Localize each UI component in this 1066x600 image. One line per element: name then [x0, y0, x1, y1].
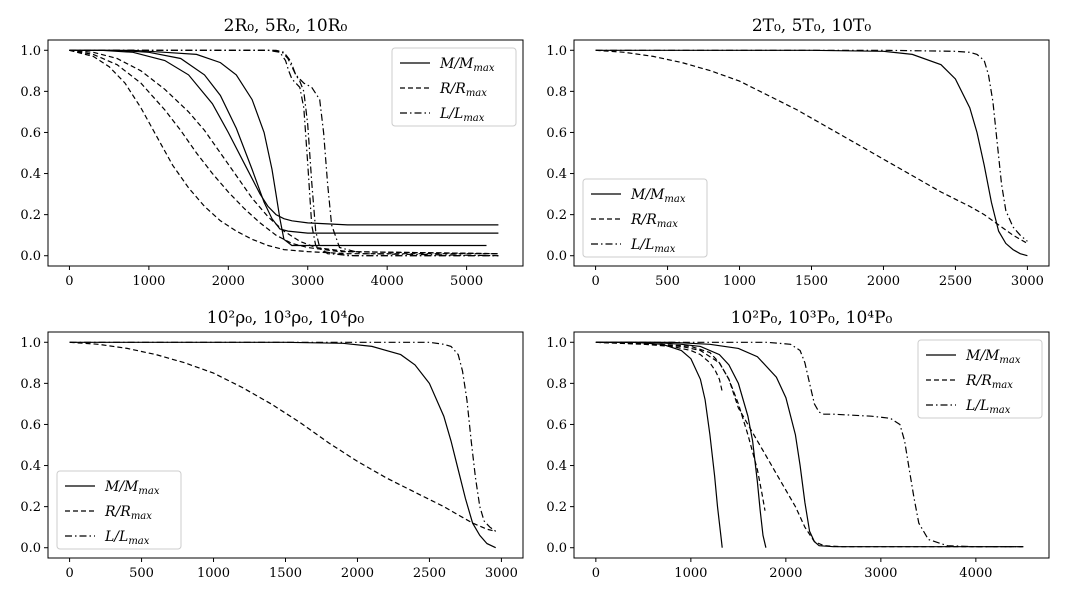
chart-title: 10²ρ₀, 10³ρ₀, 10⁴ρ₀ — [207, 308, 365, 328]
x-tick-label: 1500 — [269, 566, 302, 581]
series-line-dashed — [69, 49, 499, 255]
x-tick-label: 1000 — [723, 274, 756, 289]
y-tick-label: 0.4 — [20, 459, 41, 474]
x-tick-label: 500 — [129, 566, 154, 581]
series-line-dashed — [595, 341, 1024, 548]
y-tick-label: 0.2 — [20, 208, 41, 223]
series-line-dashed — [595, 341, 723, 392]
y-tick-label: 0.2 — [546, 500, 567, 515]
x-tick-label: 0 — [65, 274, 73, 289]
series-line-dashdot — [69, 49, 499, 257]
chart-4: 10²P₀, 10³P₀, 10⁴P₀ 0 1000 2000 3000 4000 0.0 0… — [546, 308, 1050, 581]
series-line-dashed — [595, 341, 766, 511]
y-tick-label: 0.8 — [546, 85, 567, 100]
y-tick-label: 0.4 — [20, 167, 41, 182]
x-tick-label: 500 — [655, 274, 680, 289]
legend-box — [391, 47, 517, 127]
series-line-dashed — [595, 49, 1028, 244]
y-tick-label: 0.8 — [20, 85, 41, 100]
legend-box — [56, 470, 182, 550]
chart-title: 10²P₀, 10³P₀, 10⁴P₀ — [731, 308, 893, 328]
x-tick-label: 3000 — [291, 274, 324, 289]
x-tick-label: 4000 — [371, 274, 404, 289]
x-tick-label: 2000 — [769, 566, 802, 581]
x-tick-label: 1500 — [795, 274, 828, 289]
y-tick-label: 0.0 — [20, 249, 41, 264]
chart-1: 2R₀, 5R₀, 10R₀ 0 1000 2000 3000 4000 5000 0.0 0.… — [20, 16, 524, 289]
chart-title: 2T₀, 5T₀, 10T₀ — [752, 16, 872, 36]
x-tick-label: 0 — [65, 566, 73, 581]
x-tick-label: 4000 — [959, 566, 992, 581]
y-tick-label: 0.0 — [546, 541, 567, 556]
series-line-dashdot — [69, 341, 497, 532]
y-tick-label: 0.6 — [546, 126, 567, 141]
y-tick-label: 0.4 — [546, 459, 567, 474]
series-line-dashdot — [595, 341, 1024, 548]
series-line-solid — [69, 49, 499, 226]
y-tick-label: 1.0 — [20, 44, 41, 59]
x-tick-label: 2500 — [413, 566, 446, 581]
y-tick-label: 0.6 — [20, 126, 41, 141]
y-tick-label: 0.2 — [20, 500, 41, 515]
x-tick-label: 1000 — [132, 274, 165, 289]
axes-frame — [47, 39, 524, 267]
series-line-dashdot — [595, 49, 1028, 242]
series-line-dashdot — [69, 49, 499, 257]
series-line-solid — [69, 49, 487, 247]
series-line-solid — [595, 341, 723, 548]
y-tick-label: 1.0 — [546, 44, 567, 59]
x-tick-label: 5000 — [450, 274, 483, 289]
y-tick-label: 0.6 — [546, 418, 567, 433]
y-tick-label: 0.8 — [546, 377, 567, 392]
x-tick-label: 3000 — [485, 566, 518, 581]
y-tick-label: 0.8 — [20, 377, 41, 392]
x-tick-label: 0 — [592, 566, 600, 581]
x-tick-label: 2000 — [212, 274, 245, 289]
y-tick-label: 0.6 — [20, 418, 41, 433]
x-tick-label: 3000 — [864, 566, 897, 581]
series-line-dashed — [69, 49, 499, 255]
series-line-solid — [69, 49, 499, 234]
x-tick-label: 0 — [591, 274, 599, 289]
x-tick-label: 2000 — [341, 566, 374, 581]
chart-2: 2T₀, 5T₀, 10T₀ 0 500 1000 1500 2000 2500 3000 0.… — [546, 16, 1050, 289]
x-tick-label: 3000 — [1011, 274, 1044, 289]
series-line-dashed — [69, 341, 496, 532]
y-tick-label: 1.0 — [546, 336, 567, 351]
chart-title: 2R₀, 5R₀, 10R₀ — [224, 16, 348, 36]
y-tick-label: 0.0 — [20, 541, 41, 556]
x-tick-label: 1000 — [197, 566, 230, 581]
y-tick-label: 0.2 — [546, 208, 567, 223]
x-tick-label: 1000 — [674, 566, 707, 581]
legend-box — [582, 178, 708, 258]
y-tick-label: 0.0 — [546, 249, 567, 264]
y-tick-label: 1.0 — [20, 336, 41, 351]
x-tick-label: 2000 — [867, 274, 900, 289]
series-line-dashdot — [69, 49, 499, 257]
series-line-dashed — [69, 49, 499, 255]
chart-3: 10²ρ₀, 10³ρ₀, 10⁴ρ₀ 0 500 1000 1500 2000 2500 3… — [20, 308, 524, 581]
series-line-solid — [595, 341, 767, 548]
y-tick-label: 0.4 — [546, 167, 567, 182]
legend-box — [917, 339, 1043, 419]
axes-frame — [573, 331, 1050, 559]
x-tick-label: 2500 — [939, 274, 972, 289]
